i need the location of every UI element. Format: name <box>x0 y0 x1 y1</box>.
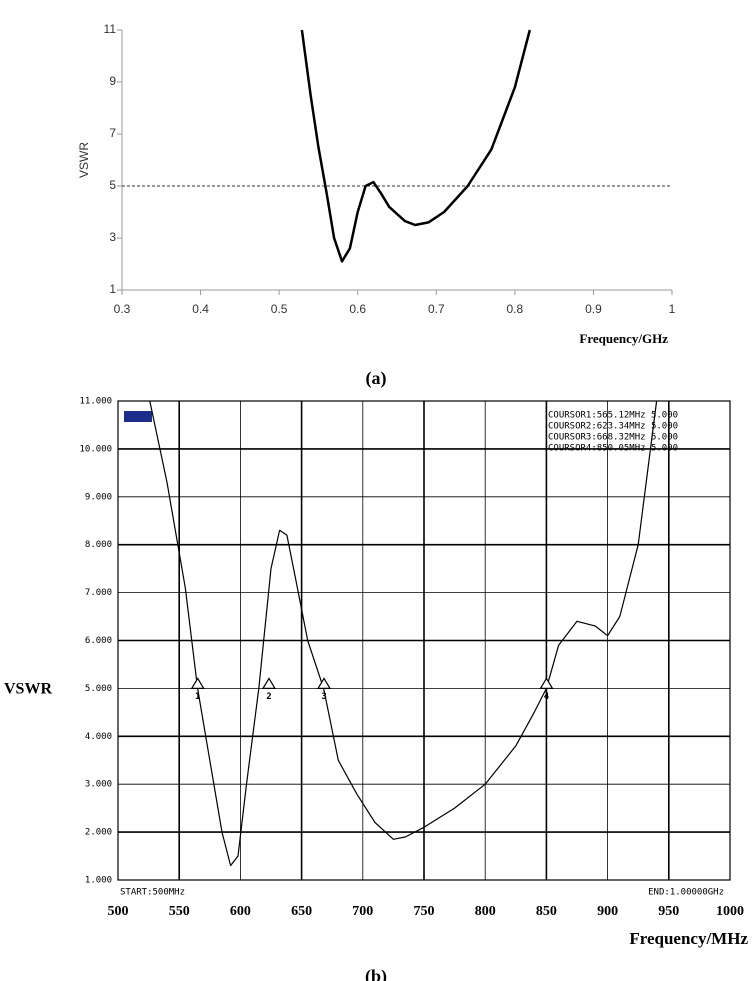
x-tick-label: 0.5 <box>271 302 288 316</box>
x-tick-label: 700 <box>352 904 373 919</box>
start-label: START:500MHz <box>120 888 185 898</box>
y-tick-label: 10.000 <box>79 444 112 454</box>
y-tick-label: 1 <box>109 282 116 296</box>
x-tick-label: 800 <box>475 904 496 919</box>
x-tick-label: 0.8 <box>507 302 524 316</box>
x-tick-label: 500 <box>108 904 129 919</box>
x-tick-label: 1 <box>669 302 676 316</box>
y-tick-label: 5.000 <box>85 684 112 694</box>
y-tick-label: 7.000 <box>85 588 112 598</box>
x-tick-label: 750 <box>414 904 435 919</box>
cursor-annotation: COURSOR1:565.12MHz 5.000 <box>548 411 678 421</box>
cursor-marker <box>539 677 554 689</box>
cursor-label: 2 <box>266 692 271 702</box>
y-tick-label: 9 <box>109 74 116 88</box>
cursor-annotation: COURSOR4:850.05MHz 5.000 <box>548 444 678 454</box>
x-tick-label: 650 <box>291 904 312 919</box>
y-axis-label: VSWR <box>4 681 52 698</box>
y-tick-label: 3 <box>109 230 116 244</box>
x-tick-label: 850 <box>536 904 557 919</box>
caption: (b) <box>365 966 387 981</box>
y-tick-label: 11 <box>104 22 117 36</box>
cursor-marker <box>190 677 205 689</box>
cursor-label: 3 <box>321 692 326 702</box>
cursor-annotation: COURSOR3:668.32MHz 5.000 <box>548 433 678 443</box>
x-tick-label: 0.3 <box>114 302 131 316</box>
y-tick-label: 5 <box>109 178 116 192</box>
y-tick-label: 7 <box>109 126 116 140</box>
cursor-marker <box>316 677 332 689</box>
cursor-marker <box>261 677 277 689</box>
end-label: END:1.00000GHz <box>648 888 724 898</box>
x-tick-label: 600 <box>230 904 251 919</box>
x-tick-label: 0.6 <box>349 302 366 316</box>
plot-frame <box>117 400 731 881</box>
x-tick-label: 950 <box>658 904 679 919</box>
cursor-annotation: COURSOR2:623.34MHz 5.000 <box>548 422 678 432</box>
x-axis-label: Frequency/MHz <box>629 929 748 948</box>
x-tick-label: 0.4 <box>192 302 209 316</box>
y-tick-label: 9.000 <box>85 492 112 502</box>
data-line <box>149 400 658 867</box>
y-tick-label: 2.000 <box>85 828 112 838</box>
data-line <box>300 29 532 263</box>
y-tick-label: 3.000 <box>85 780 112 790</box>
x-tick-label: 0.9 <box>585 302 602 316</box>
badge <box>124 411 152 422</box>
y-tick-label: 6.000 <box>85 636 112 646</box>
cursor-label: 1 <box>195 692 200 702</box>
caption: (a) <box>366 368 387 389</box>
y-tick-label: 1.000 <box>85 876 112 886</box>
y-tick-label: 8.000 <box>85 540 112 550</box>
x-tick-label: 0.7 <box>428 302 445 316</box>
cursor-label: 4 <box>544 692 550 702</box>
y-axis-label: VSWR <box>77 142 91 178</box>
y-tick-label: 11.000 <box>79 397 112 407</box>
x-tick-label: 1000 <box>716 904 744 919</box>
x-tick-label: 550 <box>169 904 190 919</box>
x-axis-label: Frequency/GHz <box>579 331 668 346</box>
x-tick-label: 900 <box>597 904 618 919</box>
y-tick-label: 4.000 <box>85 732 112 742</box>
